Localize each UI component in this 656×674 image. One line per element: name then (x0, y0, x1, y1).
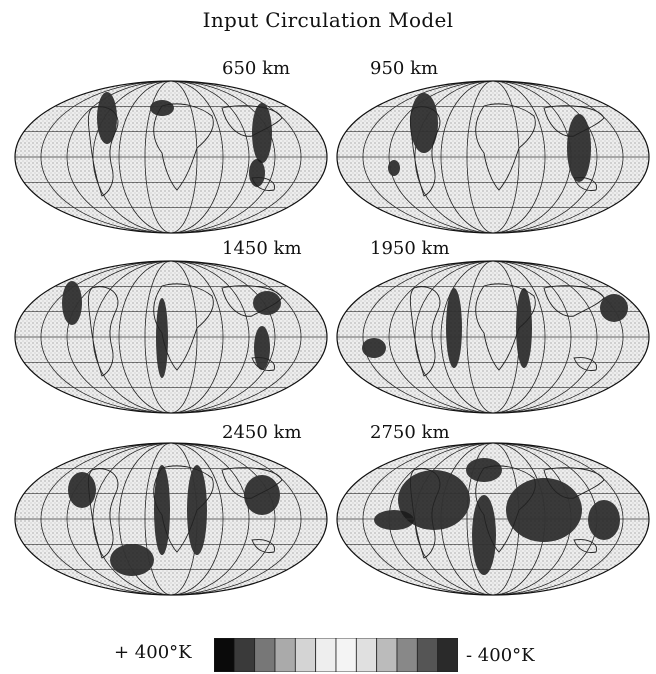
map-2750 (336, 442, 650, 596)
colorbar-segment (233, 638, 256, 672)
colorbar-left-label: + 400°K (114, 642, 192, 663)
map-1950 (336, 260, 650, 414)
depth-label-1450: 1450 km (222, 238, 302, 259)
colorbar-segment (335, 638, 357, 672)
map-2450 (14, 442, 328, 596)
colorbar-segment (396, 638, 418, 672)
map-1450 (14, 260, 328, 414)
colorbar (214, 638, 458, 672)
colorbar-right-label: - 400°K (466, 645, 535, 666)
colorbar-segment (416, 638, 439, 672)
colorbar-segment (274, 638, 296, 672)
depth-label-2450: 2450 km (222, 422, 302, 443)
map-950 (336, 80, 650, 234)
colorbar-segment (214, 638, 235, 672)
depth-label-2750: 2750 km (370, 422, 450, 443)
figure-title: Input Circulation Model (202, 8, 454, 32)
colorbar-segment (376, 638, 398, 672)
colorbar-segment (355, 638, 378, 672)
depth-label-1950: 1950 km (370, 238, 450, 259)
colorbar-segment (294, 638, 317, 672)
depth-label-950: 950 km (370, 58, 439, 79)
depth-label-650: 650 km (222, 58, 291, 79)
colorbar-segment (315, 638, 337, 672)
colorbar-segment (254, 638, 276, 672)
colorbar-segment (437, 638, 458, 672)
map-650 (14, 80, 328, 234)
